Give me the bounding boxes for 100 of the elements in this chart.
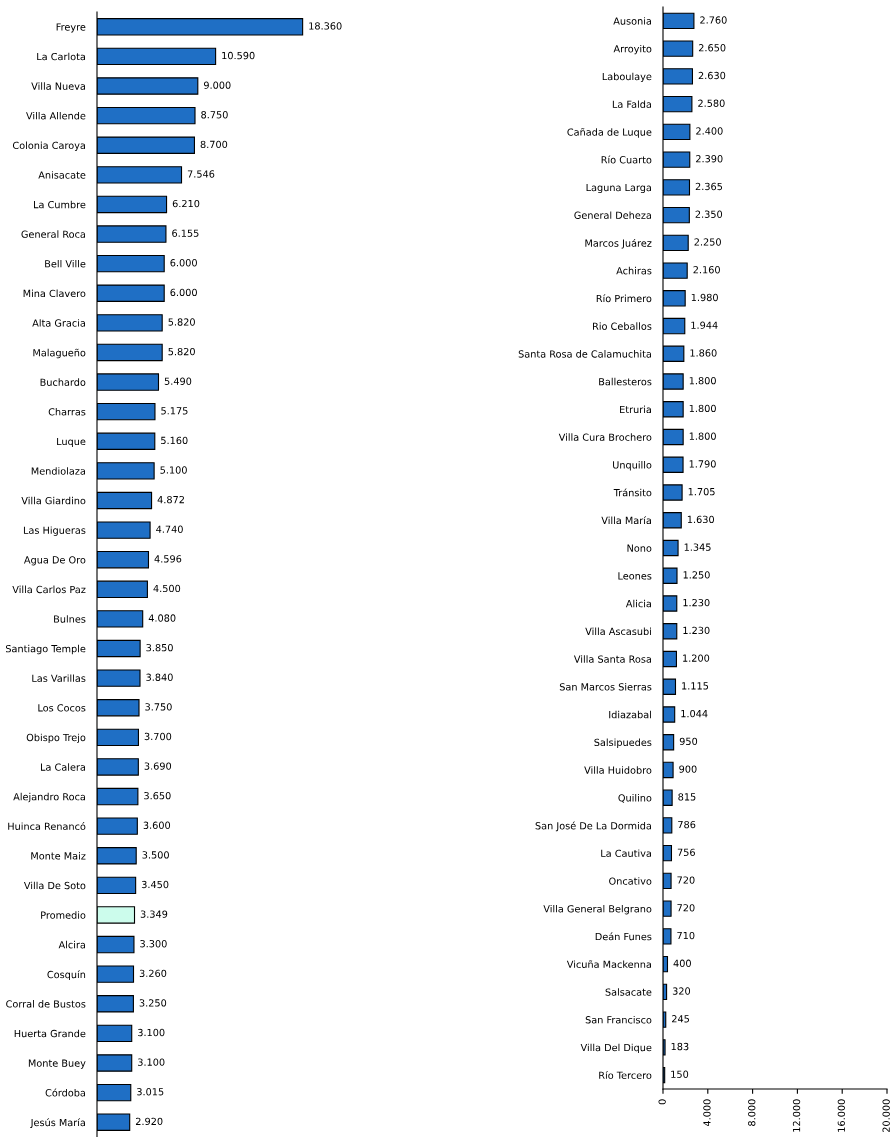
y-tick-label: La Falda [612, 100, 652, 108]
data-label: 320 [672, 987, 691, 995]
y-tick-label: Villa Ascasubi [585, 627, 651, 636]
data-label: 2.350 [695, 210, 723, 218]
data-label: 1.944 [691, 321, 718, 329]
y-tick-label: Villa Cura Brochero [558, 433, 652, 441]
data-label: 2.580 [698, 99, 725, 107]
data-label: 4.596 [154, 555, 182, 563]
data-label: 1.630 [687, 515, 714, 524]
y-tick-label: Arroyito [613, 44, 652, 55]
data-label: 1.044 [681, 709, 708, 718]
y-tick-label: Deán Funes [595, 932, 652, 941]
data-label: 2.160 [693, 266, 720, 274]
data-label: 900 [679, 765, 697, 773]
y-tick-label: Cosquín [47, 970, 86, 981]
y-tick-label: Villa Nueva [31, 82, 86, 90]
y-tick-label: Villa Giardino [21, 496, 86, 505]
y-tick-label: Rio Ceballos [593, 322, 652, 330]
y-tick-label: Villa General Belgrano [543, 904, 652, 915]
data-label: 1.790 [689, 460, 716, 468]
data-label: 3.500 [142, 851, 169, 859]
data-label: 1.250 [683, 571, 710, 579]
y-tick-label: Salsacate [605, 988, 652, 996]
y-tick-label: La Cumbre [34, 200, 86, 209]
y-tick-label: Los Cocos [38, 704, 86, 712]
y-tick-label: Idiazabal [609, 710, 651, 719]
y-tick-label: Malagueño [33, 348, 86, 359]
data-label: 815 [678, 793, 696, 801]
y-tick-label: San Francisco [585, 1015, 652, 1024]
data-label: 950 [679, 737, 698, 746]
data-label: 1.860 [690, 349, 717, 357]
data-label: 4.080 [148, 614, 176, 622]
data-label: 2.250 [694, 238, 721, 246]
data-label: 1.230 [683, 598, 710, 607]
y-tick-label: San José De La Dormida [535, 821, 652, 832]
y-tick-label: Quilino [618, 794, 652, 803]
data-label: 4.872 [157, 495, 184, 504]
data-label: 2.920 [135, 1117, 163, 1126]
y-tick-label: Villa Huidobro [584, 766, 652, 774]
y-tick-label: Nono [627, 544, 652, 552]
data-label: 1.115 [682, 682, 709, 690]
data-label: 3.600 [143, 821, 171, 829]
y-tick-label: Río Tercero [599, 1071, 652, 1079]
data-label: 6.000 [170, 259, 197, 267]
y-tick-label: Luque [57, 437, 86, 447]
data-label: 6.210 [172, 199, 200, 208]
y-tick-label: Córdoba [45, 1088, 85, 1097]
x-tick-label: 12.000 [792, 1099, 801, 1132]
data-label: 3.700 [144, 732, 172, 741]
data-label: 3.349 [140, 910, 168, 918]
y-tick-label: La Cautiva [601, 849, 652, 858]
data-label: 3.260 [139, 969, 167, 977]
y-tick-label: San Marcos Sierras [559, 683, 652, 691]
y-tick-label: Ausonia [613, 17, 652, 25]
data-label: 3.690 [144, 762, 172, 770]
y-tick-label: Villa María [601, 516, 652, 525]
data-label: 1.800 [689, 432, 716, 440]
y-tick-label: Anisacate [38, 171, 86, 179]
y-tick-label: Bulnes [54, 615, 86, 623]
y-tick-label: Salsipuedes [594, 738, 652, 748]
y-tick-label: La Carlota [37, 52, 86, 61]
y-tick-label: Monte Maiz [31, 852, 86, 860]
data-label: 245 [672, 1015, 690, 1023]
y-tick-label: Promedio [41, 911, 86, 919]
data-label: 2.650 [698, 44, 726, 52]
y-tick-label: Tránsito [613, 488, 652, 497]
data-label: 5.160 [161, 436, 188, 445]
y-tick-label: Freyre [56, 23, 86, 33]
y-tick-label: Corral de Bustos [6, 1000, 86, 1008]
y-tick-label: Colonia Caroya [12, 141, 85, 151]
y-tick-label: Buchardo [40, 378, 86, 386]
y-tick-label: Achiras [616, 266, 652, 275]
data-label: 756 [677, 848, 695, 856]
data-label: 183 [671, 1042, 689, 1051]
data-label: 2.365 [695, 182, 723, 191]
data-label: 9.000 [203, 81, 231, 89]
y-tick-label: Leones [618, 572, 652, 580]
data-label: 3.750 [145, 703, 172, 711]
y-tick-label: General Roca [21, 230, 86, 238]
data-label: 4.740 [156, 525, 183, 533]
y-tick-label: Villa De Soto [23, 881, 86, 890]
data-label: 3.250 [139, 999, 167, 1007]
y-tick-label: Villa Del Dique [580, 1043, 652, 1054]
y-tick-label: Monte Buey [28, 1059, 86, 1069]
y-tick-label: Obispo Trejo [26, 733, 86, 744]
y-tick-label: Ballesteros [599, 377, 652, 386]
data-label: 720 [677, 904, 695, 912]
y-tick-label: Río Primero [596, 294, 652, 303]
y-tick-label: Alta Gracia [32, 319, 86, 327]
y-tick-label: Mina Clavero [23, 289, 86, 298]
y-tick-label: Huerta Grande [14, 1029, 86, 1038]
y-tick-label: General Deheza [574, 211, 652, 219]
data-label: 8.700 [200, 140, 228, 149]
data-label: 6.155 [172, 229, 199, 237]
y-tick-label: Laboulaye [602, 72, 652, 83]
data-label: 5.175 [161, 407, 188, 415]
data-label: 786 [678, 820, 696, 829]
data-label: 400 [673, 959, 691, 967]
data-label: 2.400 [696, 127, 723, 135]
y-tick-label: Etruria [620, 405, 652, 414]
